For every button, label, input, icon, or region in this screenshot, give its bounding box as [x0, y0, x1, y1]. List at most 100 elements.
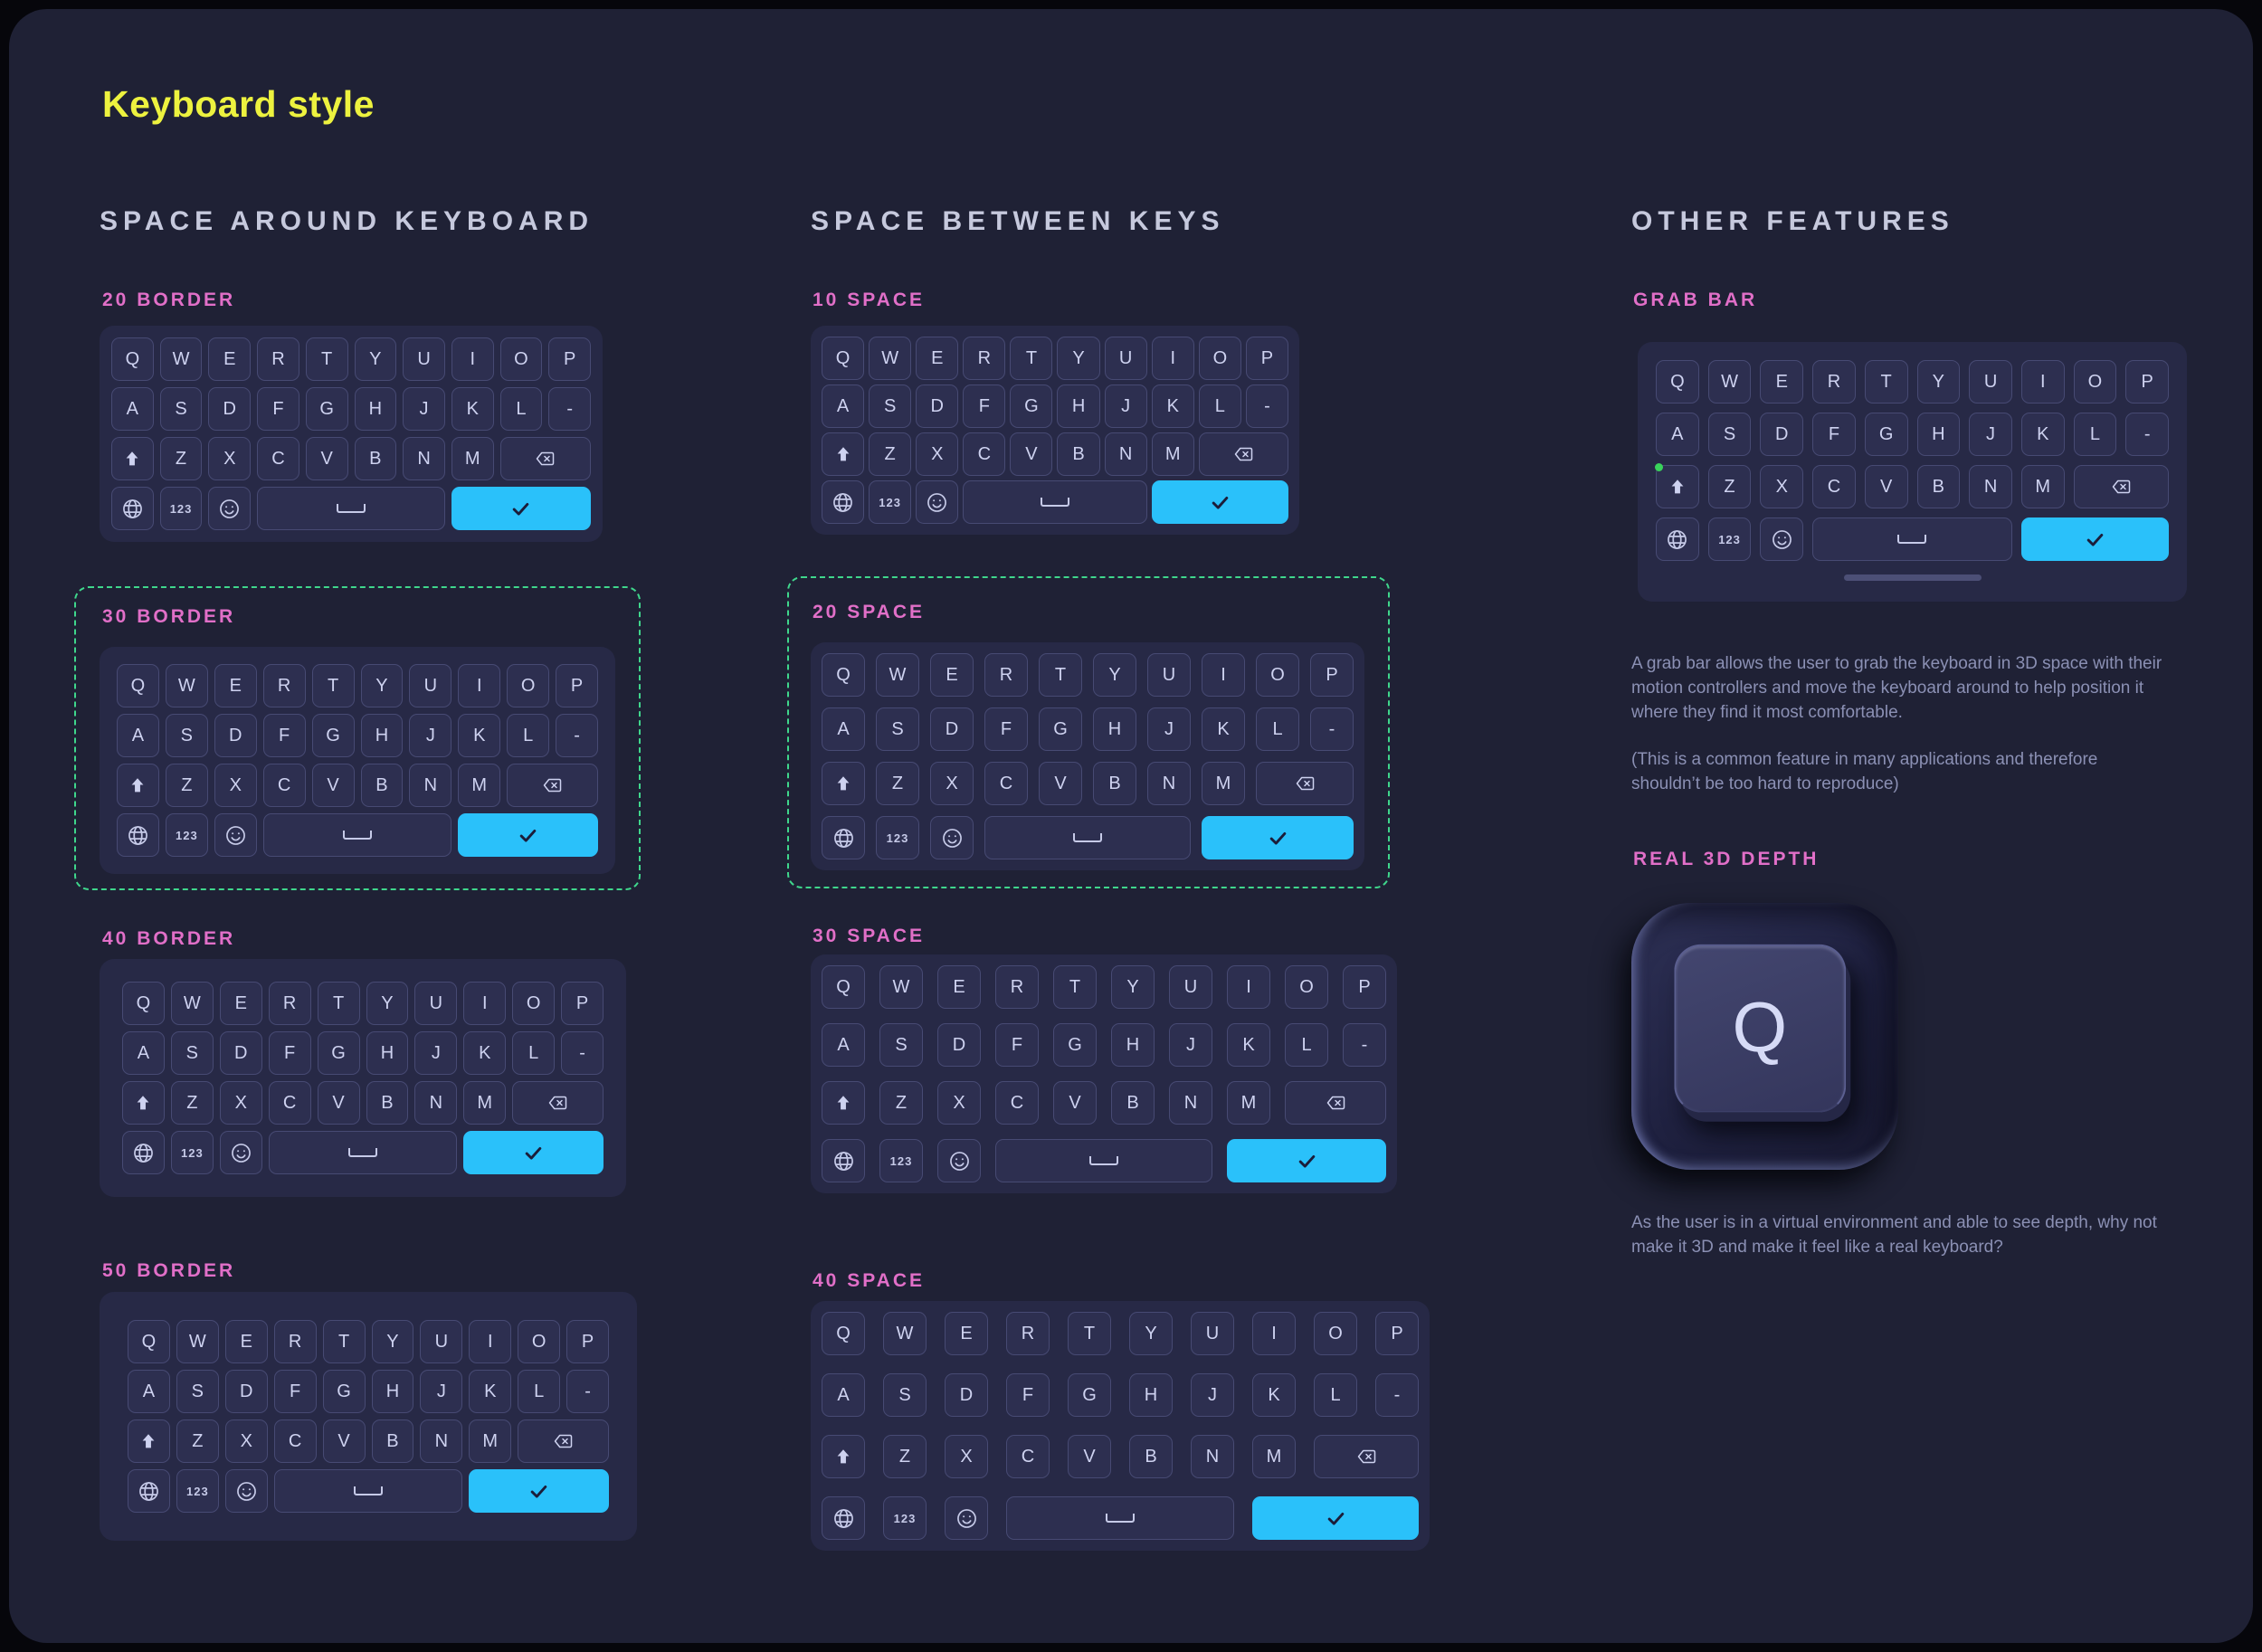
enter-key[interactable]	[469, 1469, 609, 1513]
key-f[interactable]: F	[268, 1031, 311, 1075]
key-v[interactable]: V	[1010, 432, 1053, 476]
numbers-key[interactable]: 123	[879, 1139, 923, 1182]
key-y[interactable]: Y	[1111, 965, 1155, 1009]
enter-key[interactable]	[1151, 480, 1288, 524]
key-minus[interactable]: -	[1343, 1023, 1386, 1067]
key-h[interactable]: H	[1111, 1023, 1155, 1067]
key-o[interactable]: O	[1314, 1312, 1357, 1355]
key-n[interactable]: N	[1169, 1081, 1212, 1125]
key-o[interactable]: O	[1285, 965, 1328, 1009]
key-z[interactable]: Z	[869, 432, 912, 476]
key-minus[interactable]: -	[1375, 1373, 1419, 1417]
key-n[interactable]: N	[1969, 465, 2012, 508]
space-key[interactable]	[984, 816, 1191, 859]
key-t[interactable]: T	[1068, 1312, 1111, 1355]
key-c[interactable]: C	[995, 1081, 1039, 1125]
key-x[interactable]: X	[930, 762, 974, 805]
key-z[interactable]: Z	[1707, 465, 1752, 508]
globe-key[interactable]	[822, 1139, 865, 1182]
key-y[interactable]: Y	[371, 1320, 414, 1363]
key-v[interactable]: V	[311, 764, 355, 807]
key-o[interactable]: O	[1256, 653, 1299, 697]
key-r[interactable]: R	[1812, 360, 1856, 404]
key-k[interactable]: K	[1151, 385, 1194, 428]
key-y[interactable]: Y	[354, 337, 397, 381]
space-key[interactable]	[1006, 1496, 1234, 1540]
key-t[interactable]: T	[317, 982, 360, 1025]
numbers-key[interactable]: 123	[165, 813, 208, 857]
key-q[interactable]: Q	[822, 965, 865, 1009]
key-w[interactable]: W	[883, 1312, 927, 1355]
key-u[interactable]: U	[1169, 965, 1212, 1009]
numbers-key[interactable]: 123	[869, 480, 912, 524]
key-z[interactable]: Z	[176, 1419, 219, 1463]
key-x[interactable]: X	[219, 1081, 262, 1125]
backspace-key[interactable]	[2073, 465, 2169, 508]
key-b[interactable]: B	[1111, 1081, 1155, 1125]
space-key[interactable]	[262, 813, 452, 857]
emoji-key[interactable]	[214, 813, 257, 857]
key-j[interactable]: J	[403, 387, 445, 431]
key-d[interactable]: D	[930, 707, 974, 751]
shift-key[interactable]	[1655, 463, 1699, 508]
shift-key[interactable]	[122, 1081, 165, 1125]
key-w[interactable]: W	[879, 965, 923, 1009]
key-z[interactable]: Z	[159, 437, 203, 480]
key-o[interactable]: O	[2073, 360, 2117, 404]
emoji-key[interactable]	[916, 480, 959, 524]
key-k[interactable]: K	[469, 1370, 512, 1413]
key-g[interactable]: G	[305, 387, 348, 431]
key-l[interactable]: L	[512, 1031, 556, 1075]
shift-key[interactable]	[128, 1419, 170, 1463]
key-w[interactable]: W	[159, 337, 203, 381]
numbers-key[interactable]: 123	[170, 1131, 214, 1174]
key-y[interactable]: Y	[360, 664, 404, 707]
key-h[interactable]: H	[354, 387, 397, 431]
key-a[interactable]: A	[822, 385, 865, 428]
key-t[interactable]: T	[1039, 653, 1082, 697]
key-e[interactable]: E	[224, 1320, 268, 1363]
key-p[interactable]: P	[1310, 653, 1354, 697]
key-g[interactable]: G	[1864, 413, 1908, 456]
key-w[interactable]: W	[170, 982, 214, 1025]
key-o[interactable]: O	[507, 664, 550, 707]
key-i[interactable]: I	[1151, 337, 1194, 380]
enter-key[interactable]	[458, 813, 598, 857]
key-f[interactable]: F	[995, 1023, 1039, 1067]
key-k[interactable]: K	[1252, 1373, 1296, 1417]
emoji-key[interactable]	[930, 816, 974, 859]
globe-key[interactable]	[822, 480, 865, 524]
key-s[interactable]: S	[176, 1370, 219, 1413]
key-m[interactable]: M	[1151, 432, 1194, 476]
enter-key[interactable]	[1202, 816, 1354, 859]
key-d[interactable]: D	[224, 1370, 268, 1413]
backspace-key[interactable]	[1198, 432, 1288, 476]
key-b[interactable]: B	[1093, 762, 1136, 805]
key-l[interactable]: L	[1285, 1023, 1328, 1067]
key-n[interactable]: N	[409, 764, 452, 807]
emoji-key[interactable]	[945, 1496, 988, 1540]
key-p[interactable]: P	[1375, 1312, 1419, 1355]
key-minus[interactable]: -	[548, 387, 591, 431]
key-p[interactable]: P	[548, 337, 591, 381]
space-key[interactable]	[273, 1469, 463, 1513]
key-h[interactable]: H	[371, 1370, 414, 1413]
shift-key[interactable]	[117, 764, 159, 807]
key-u[interactable]: U	[1969, 360, 2012, 404]
key-g[interactable]: G	[311, 714, 355, 757]
key-z[interactable]: Z	[165, 764, 208, 807]
emoji-key[interactable]	[208, 487, 252, 530]
key-v[interactable]: V	[1039, 762, 1082, 805]
key-z[interactable]: Z	[170, 1081, 214, 1125]
key-y[interactable]: Y	[1093, 653, 1136, 697]
numbers-key[interactable]: 123	[1707, 517, 1752, 561]
key-s[interactable]: S	[170, 1031, 214, 1075]
key-m[interactable]: M	[458, 764, 501, 807]
key-q[interactable]: Q	[822, 653, 865, 697]
key-minus[interactable]: -	[561, 1031, 604, 1075]
key-p[interactable]: P	[1245, 337, 1288, 380]
key-m[interactable]: M	[1202, 762, 1245, 805]
key-z[interactable]: Z	[876, 762, 919, 805]
space-key[interactable]	[1812, 517, 2012, 561]
key-i[interactable]: I	[1202, 653, 1245, 697]
